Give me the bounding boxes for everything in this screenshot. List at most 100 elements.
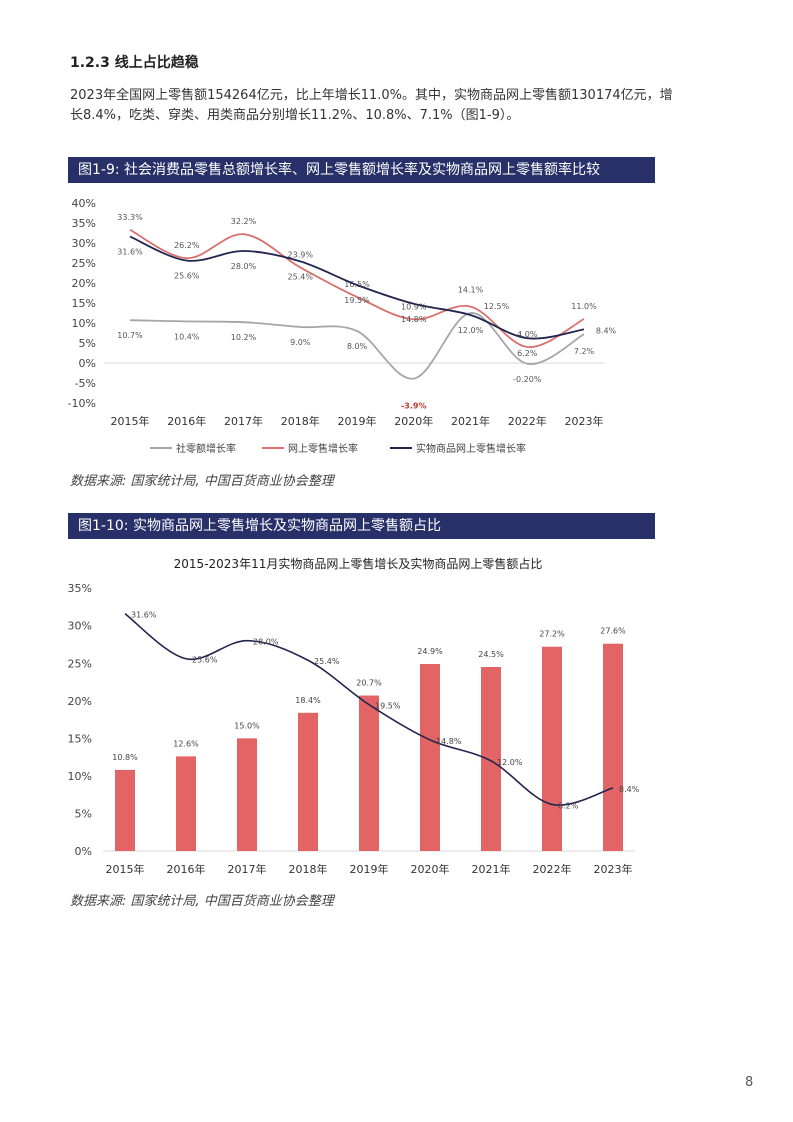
- x-tick-label: 2017年: [224, 414, 263, 428]
- y-tick-label: 25%: [72, 257, 96, 270]
- legend-label: 社零额增长率: [176, 442, 236, 455]
- figure1-caption: 图1-9: 社会消费品零售总额增长率、网上零售额增长率及实物商品网上零售额率比较: [68, 157, 655, 183]
- data-label: 6.2%: [517, 349, 538, 358]
- y-tick-label: 40%: [72, 197, 96, 210]
- y-tick-label: 15%: [72, 297, 96, 310]
- line-data-label: 14.8%: [436, 737, 462, 746]
- data-label: 25.6%: [174, 272, 200, 281]
- data-label: 8.4%: [596, 326, 617, 335]
- series-line-1: [129, 228, 585, 348]
- data-label: 11.0%: [571, 302, 597, 311]
- x-tick-label: 2019年: [350, 862, 389, 876]
- x-tick-label: 2015年: [106, 862, 145, 876]
- line-data-label: 8.4%: [619, 785, 640, 794]
- data-label: 7.2%: [574, 347, 595, 356]
- data-label: -3.9%: [401, 402, 427, 411]
- line-data-label: 25.4%: [314, 657, 340, 666]
- data-label: 32.2%: [231, 217, 257, 226]
- x-tick-label: 2021年: [472, 862, 511, 876]
- y-tick-label: 0%: [75, 845, 92, 858]
- data-label: 12.5%: [484, 302, 510, 311]
- bar: [542, 646, 562, 851]
- data-label: 4.0%: [517, 330, 538, 339]
- data-label: 33.3%: [117, 213, 143, 222]
- x-tick-label: 2023年: [565, 414, 604, 428]
- x-tick-label: 2023年: [594, 862, 633, 876]
- source-note-1: 数据来源: 国家统计局, 中国百货商业协会整理: [70, 474, 334, 489]
- x-tick-label: 2020年: [411, 862, 450, 876]
- line-data-label: 6.2%: [558, 801, 579, 810]
- bar-data-label: 15.0%: [234, 721, 260, 730]
- bar-data-label: 20.7%: [356, 679, 382, 688]
- y-tick-label: 0%: [79, 357, 96, 370]
- y-tick-label: -10%: [68, 397, 96, 410]
- x-tick-label: 2019年: [338, 414, 377, 428]
- bar: [115, 769, 135, 851]
- y-tick-label: 30%: [68, 620, 92, 633]
- page-number: 8: [745, 1075, 754, 1090]
- line-data-label: 28.0%: [253, 638, 279, 647]
- data-label: 25.4%: [288, 272, 314, 281]
- bar: [481, 667, 501, 851]
- y-tick-label: 15%: [68, 732, 92, 745]
- growth-line: [124, 613, 614, 806]
- data-label: 9.0%: [290, 338, 311, 347]
- y-tick-label: -5%: [75, 377, 96, 390]
- legend-label: 实物商品网上零售增长率: [416, 442, 526, 455]
- x-tick-label: 2022年: [533, 862, 572, 876]
- data-label: 28.0%: [231, 262, 257, 271]
- bar: [420, 664, 440, 851]
- section-title: 1.2.3 线上占比趋稳: [70, 55, 199, 71]
- line-data-label: 31.6%: [131, 611, 157, 620]
- bar: [603, 643, 623, 851]
- data-label: 10.9%: [401, 302, 427, 311]
- bar-data-label: 24.9%: [417, 647, 443, 656]
- data-label: 12.0%: [458, 326, 484, 335]
- bar-data-label: 12.6%: [173, 739, 199, 748]
- y-tick-label: 35%: [68, 582, 92, 595]
- data-label: -0.20%: [513, 375, 542, 384]
- y-tick-label: 20%: [72, 277, 96, 290]
- y-tick-label: 5%: [79, 337, 96, 350]
- data-label: 19.5%: [344, 296, 370, 305]
- data-label: 10.4%: [174, 332, 200, 341]
- x-tick-label: 2016年: [167, 862, 206, 876]
- y-tick-label: 25%: [68, 657, 92, 670]
- body-paragraph: 2023年全国网上零售额154264亿元，比上年增长11.0%。其中，实物商品网…: [70, 88, 673, 123]
- data-label: 10.7%: [117, 331, 143, 340]
- y-tick-label: 10%: [68, 770, 92, 783]
- x-tick-label: 2018年: [289, 862, 328, 876]
- bar: [359, 695, 379, 851]
- y-tick-label: 30%: [72, 237, 96, 250]
- y-tick-label: 35%: [72, 217, 96, 230]
- bar: [237, 738, 257, 851]
- y-tick-label: 10%: [72, 317, 96, 330]
- data-label: 14.1%: [458, 286, 484, 295]
- chart-title: 2015-2023年11月实物商品网上零售增长及实物商品网上零售额占比: [174, 556, 543, 571]
- data-label: 26.2%: [174, 241, 200, 250]
- data-label: 23.9%: [288, 250, 314, 259]
- data-label: 10.2%: [231, 333, 257, 342]
- bar: [176, 756, 196, 851]
- series-line-0: [129, 312, 585, 380]
- line-data-label: 19.5%: [375, 702, 401, 711]
- bar-data-label: 27.6%: [600, 627, 626, 636]
- x-tick-label: 2016年: [167, 414, 206, 428]
- data-label: 14.8%: [401, 315, 427, 324]
- series-line-2: [129, 235, 585, 340]
- y-tick-label: 5%: [75, 807, 92, 820]
- bar: [298, 712, 318, 851]
- bar-data-label: 18.4%: [295, 696, 321, 705]
- source-note-2: 数据来源: 国家统计局, 中国百货商业协会整理: [70, 894, 334, 909]
- bar-data-label: 24.5%: [478, 650, 504, 659]
- bar-data-label: 27.2%: [539, 630, 565, 639]
- line-data-label: 12.0%: [497, 758, 523, 767]
- line-data-label: 25.6%: [192, 656, 218, 665]
- figure2-caption: 图1-10: 实物商品网上零售增长及实物商品网上零售额占比: [68, 513, 655, 539]
- legend-label: 网上零售增长率: [288, 442, 358, 455]
- x-tick-label: 2017年: [228, 862, 267, 876]
- x-tick-label: 2018年: [281, 414, 320, 428]
- data-label: 8.0%: [347, 342, 368, 351]
